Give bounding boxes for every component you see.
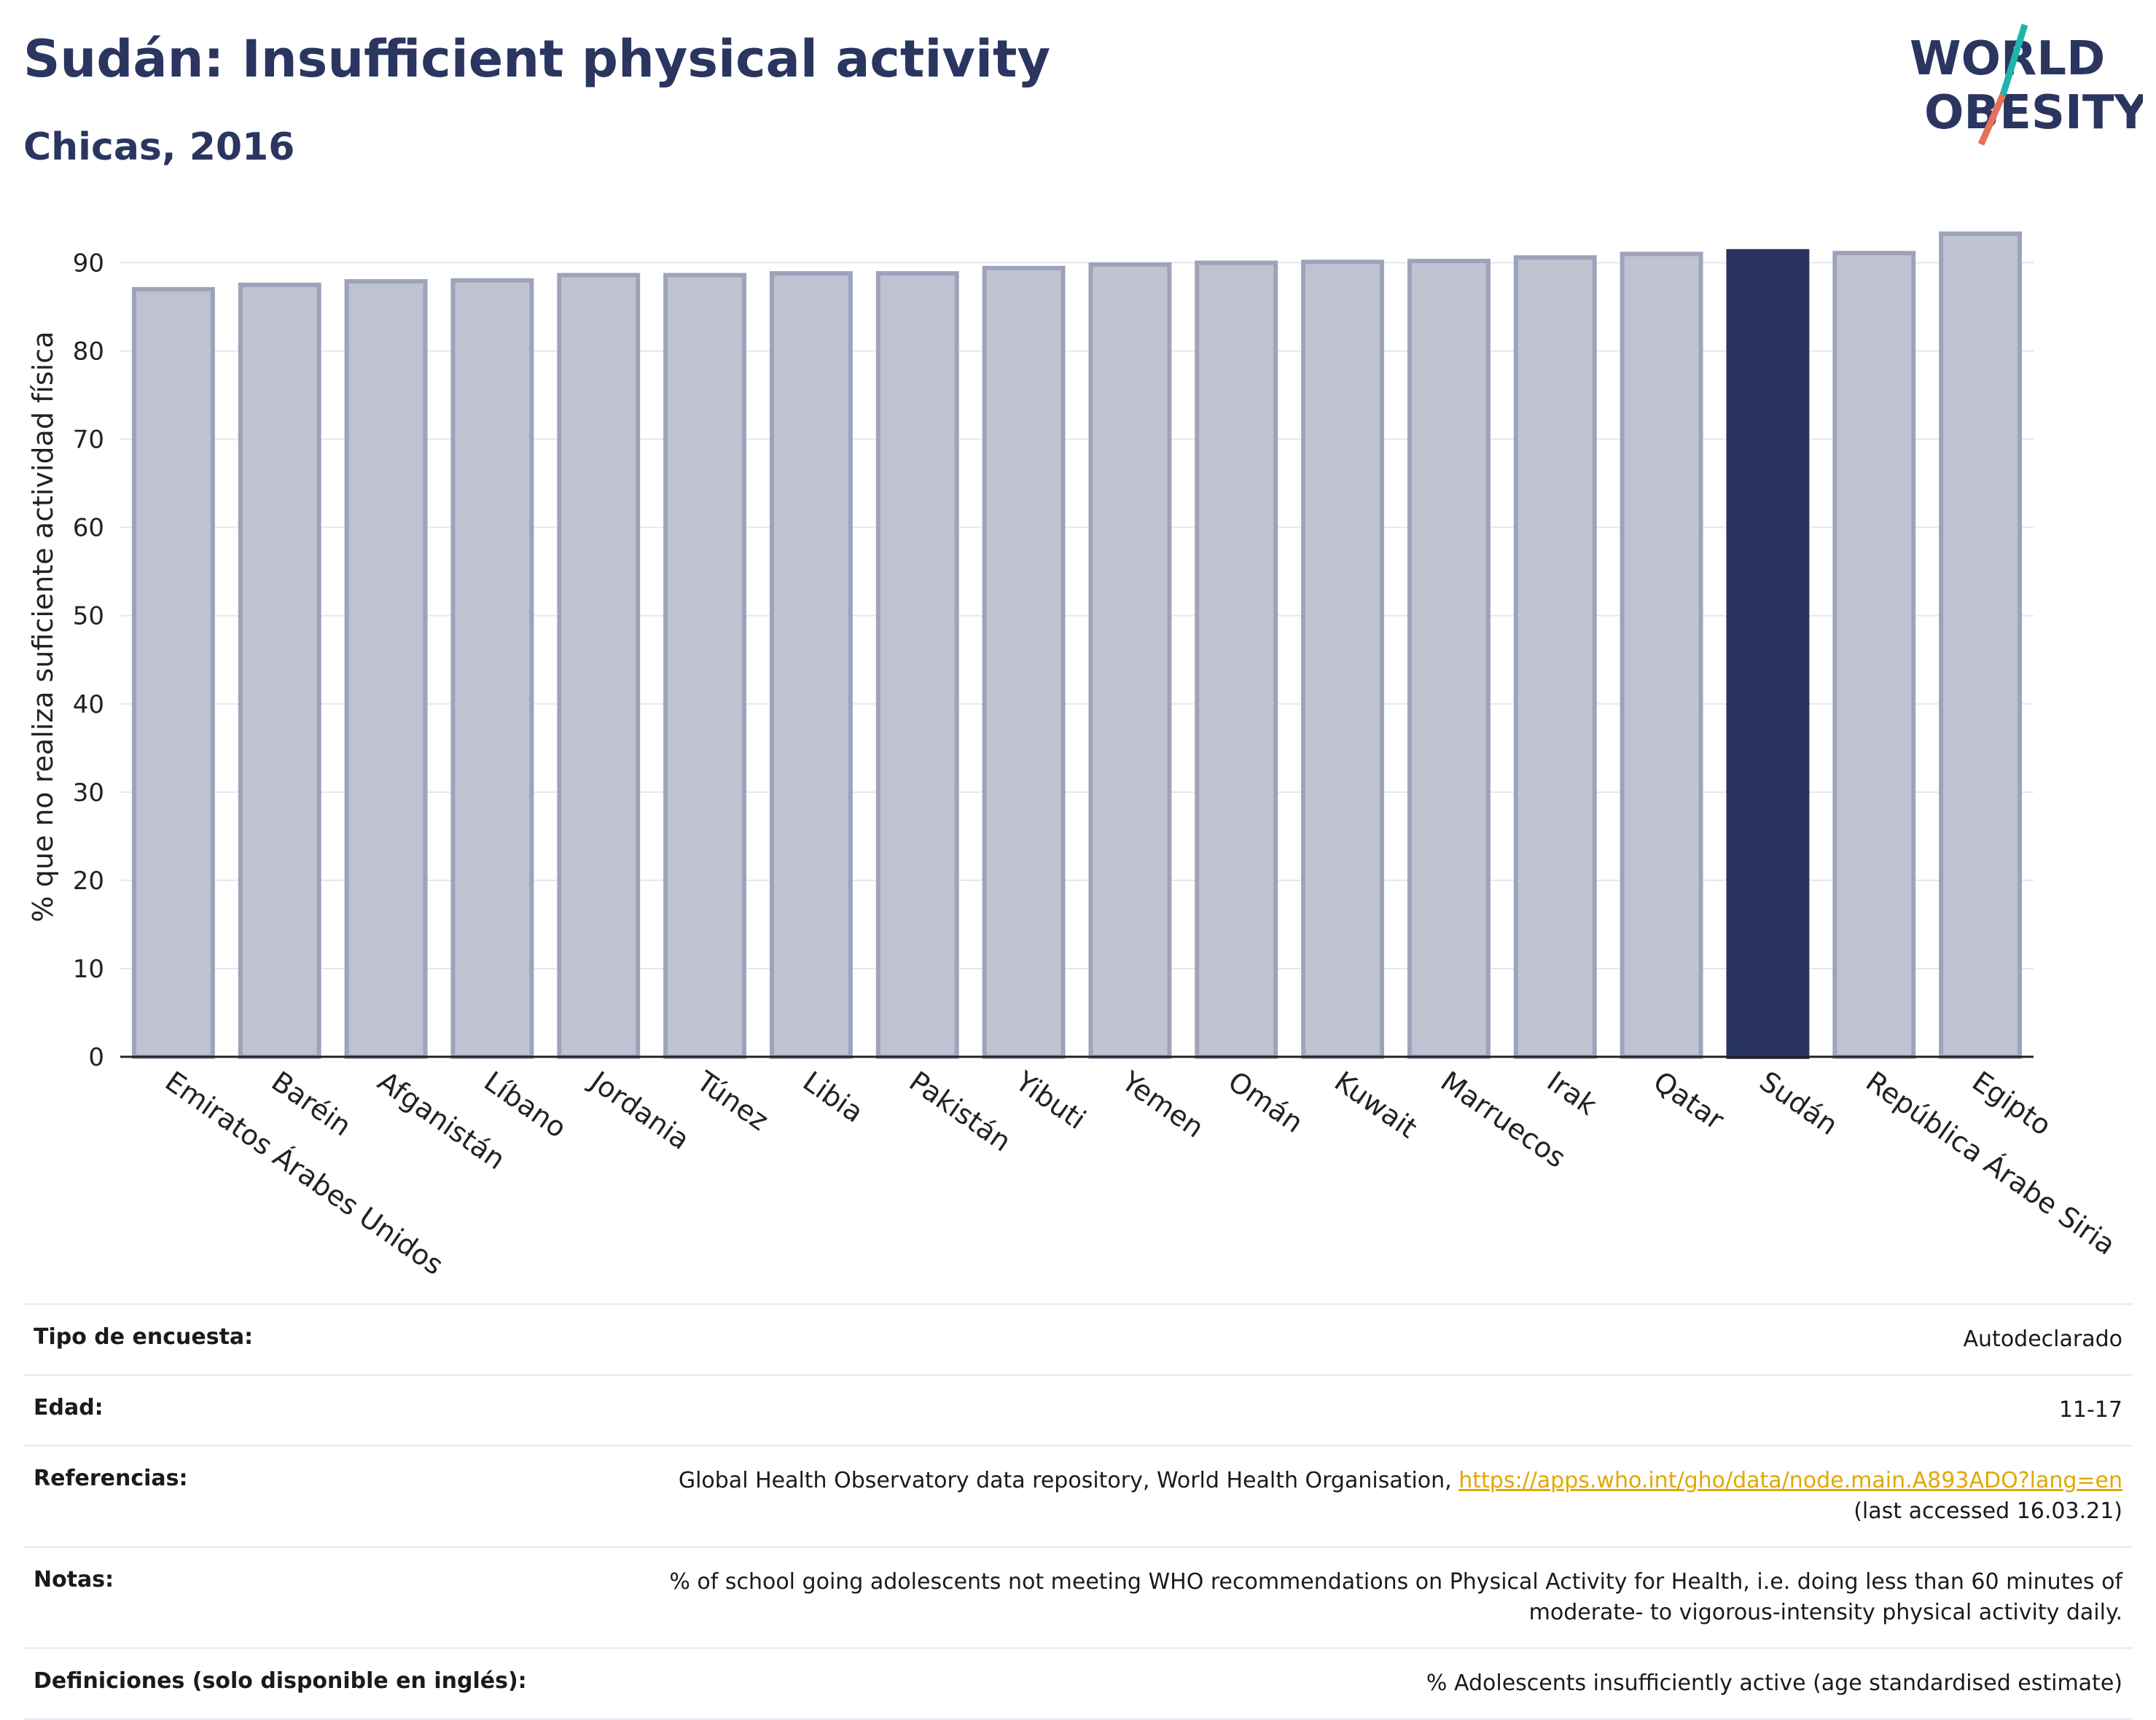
x-tick-label: Yemen bbox=[1115, 1065, 1209, 1144]
bar-kuwait bbox=[1301, 259, 1385, 1059]
y-tick-label: 20 bbox=[73, 867, 104, 896]
y-tick-label: 30 bbox=[73, 778, 104, 808]
world-obesity-logo: WORLD OBESITY bbox=[1910, 23, 2143, 146]
bar-líbano bbox=[450, 278, 534, 1060]
info-value: 11-17 bbox=[2059, 1395, 2133, 1426]
info-label: Referencias: bbox=[34, 1466, 188, 1491]
bar-omán bbox=[1195, 260, 1278, 1059]
bar-yemen bbox=[1088, 262, 1172, 1059]
bar-túnez bbox=[663, 273, 747, 1060]
grid-lines bbox=[120, 262, 2034, 969]
y-tick-label: 80 bbox=[73, 337, 104, 367]
bar-libia bbox=[769, 271, 853, 1060]
bar-jordania bbox=[557, 273, 641, 1060]
bar-irak bbox=[1513, 255, 1597, 1059]
y-tick-label: 50 bbox=[73, 602, 104, 631]
x-tick-label: Líbano bbox=[478, 1065, 572, 1144]
bars bbox=[131, 231, 2023, 1060]
bar-marruecos bbox=[1407, 259, 1491, 1060]
bar-república-árabe-siria bbox=[1832, 251, 1916, 1059]
y-tick-label: 70 bbox=[73, 426, 104, 455]
x-tick-label: Omán bbox=[1222, 1065, 1309, 1139]
info-value-text-continued: moderate- to vigorous-intensity physical… bbox=[1528, 1600, 2122, 1625]
bar-emiratos-árabes-unidos bbox=[131, 286, 215, 1059]
info-row: Tipo de encuesta: Autodeclarado bbox=[23, 1303, 2133, 1374]
x-tick-label: Sudán bbox=[1754, 1065, 1843, 1141]
bar-sudán bbox=[1726, 249, 1810, 1060]
info-row: Notas: % of school going adolescents not … bbox=[23, 1546, 2133, 1647]
y-axis-title: % que no realiza suficiente actividad fí… bbox=[27, 332, 59, 923]
x-tick-label: Pakistán bbox=[904, 1065, 1018, 1157]
info-value: % Adolescents insufficiently active (age… bbox=[1426, 1668, 2133, 1699]
info-label: Definiciones (solo disponible en inglés)… bbox=[34, 1668, 527, 1694]
reference-link[interactable]: https://apps.who.int/gho/data/node.main.… bbox=[1458, 1468, 2122, 1493]
logo-line2: OBESITY bbox=[1924, 86, 2143, 140]
logo-slash-coral bbox=[1977, 93, 2007, 146]
info-value-text: % of school going adolescents not meetin… bbox=[669, 1569, 2122, 1595]
info-row: Edad: 11-17 bbox=[23, 1374, 2133, 1445]
page-subtitle: Chicas, 2016 bbox=[23, 125, 295, 169]
y-tick-label: 90 bbox=[73, 249, 104, 278]
info-value: % of school going adolescents not meetin… bbox=[669, 1567, 2133, 1628]
bar-yibuti bbox=[982, 265, 1066, 1060]
bar-pakistán bbox=[875, 271, 959, 1060]
y-tick-label: 10 bbox=[73, 955, 104, 984]
info-row: Referencias: Global Health Observatory da… bbox=[23, 1445, 2133, 1546]
info-row: Definiciones (solo disponible en inglés)… bbox=[23, 1647, 2133, 1720]
info-label: Tipo de encuesta: bbox=[34, 1324, 254, 1350]
info-table: Tipo de encuesta: Autodeclarado Edad: 11-17… bbox=[23, 1303, 2133, 1720]
bar-baréin bbox=[238, 282, 321, 1060]
info-value-text: Global Health Observatory data repositor… bbox=[678, 1468, 1452, 1493]
x-tick-label: Baréin bbox=[266, 1065, 357, 1142]
x-tick-label: Túnez bbox=[690, 1065, 774, 1137]
info-label: Edad: bbox=[34, 1395, 103, 1420]
info-value: Autodeclarado bbox=[1964, 1324, 2133, 1355]
x-tick-label: Irak bbox=[1542, 1065, 1603, 1121]
bar-qatar bbox=[1620, 251, 1703, 1060]
y-tick-label: 60 bbox=[73, 514, 104, 543]
x-tick-label: Yibuti bbox=[1009, 1065, 1092, 1135]
x-tick-label: Kuwait bbox=[1329, 1065, 1423, 1144]
y-tick-label: 0 bbox=[88, 1043, 104, 1072]
info-label: Notas: bbox=[34, 1567, 114, 1592]
y-tick-label: 40 bbox=[73, 690, 104, 719]
info-value-text: Autodeclarado bbox=[1963, 1326, 2122, 1352]
info-value-text: % Adolescents insufficiently active (age… bbox=[1426, 1670, 2122, 1696]
x-tick-label: Qatar bbox=[1647, 1065, 1730, 1136]
info-value: Global Health Observatory data repositor… bbox=[679, 1466, 2133, 1527]
x-tick-label: Jordania bbox=[583, 1064, 695, 1156]
page-title: Sudán: Insufficient physical activity bbox=[23, 29, 1051, 89]
info-value-text-continued: (last accessed 16.03.21) bbox=[1854, 1498, 2122, 1524]
logo-slash-teal bbox=[1999, 23, 2028, 96]
info-value-text: 11-17 bbox=[2058, 1397, 2122, 1423]
bar-egipto bbox=[1939, 231, 2023, 1059]
x-tick-label: Egipto bbox=[1966, 1065, 2057, 1141]
bar-afganistán bbox=[344, 278, 428, 1059]
x-tick-label: Libia bbox=[797, 1065, 870, 1128]
